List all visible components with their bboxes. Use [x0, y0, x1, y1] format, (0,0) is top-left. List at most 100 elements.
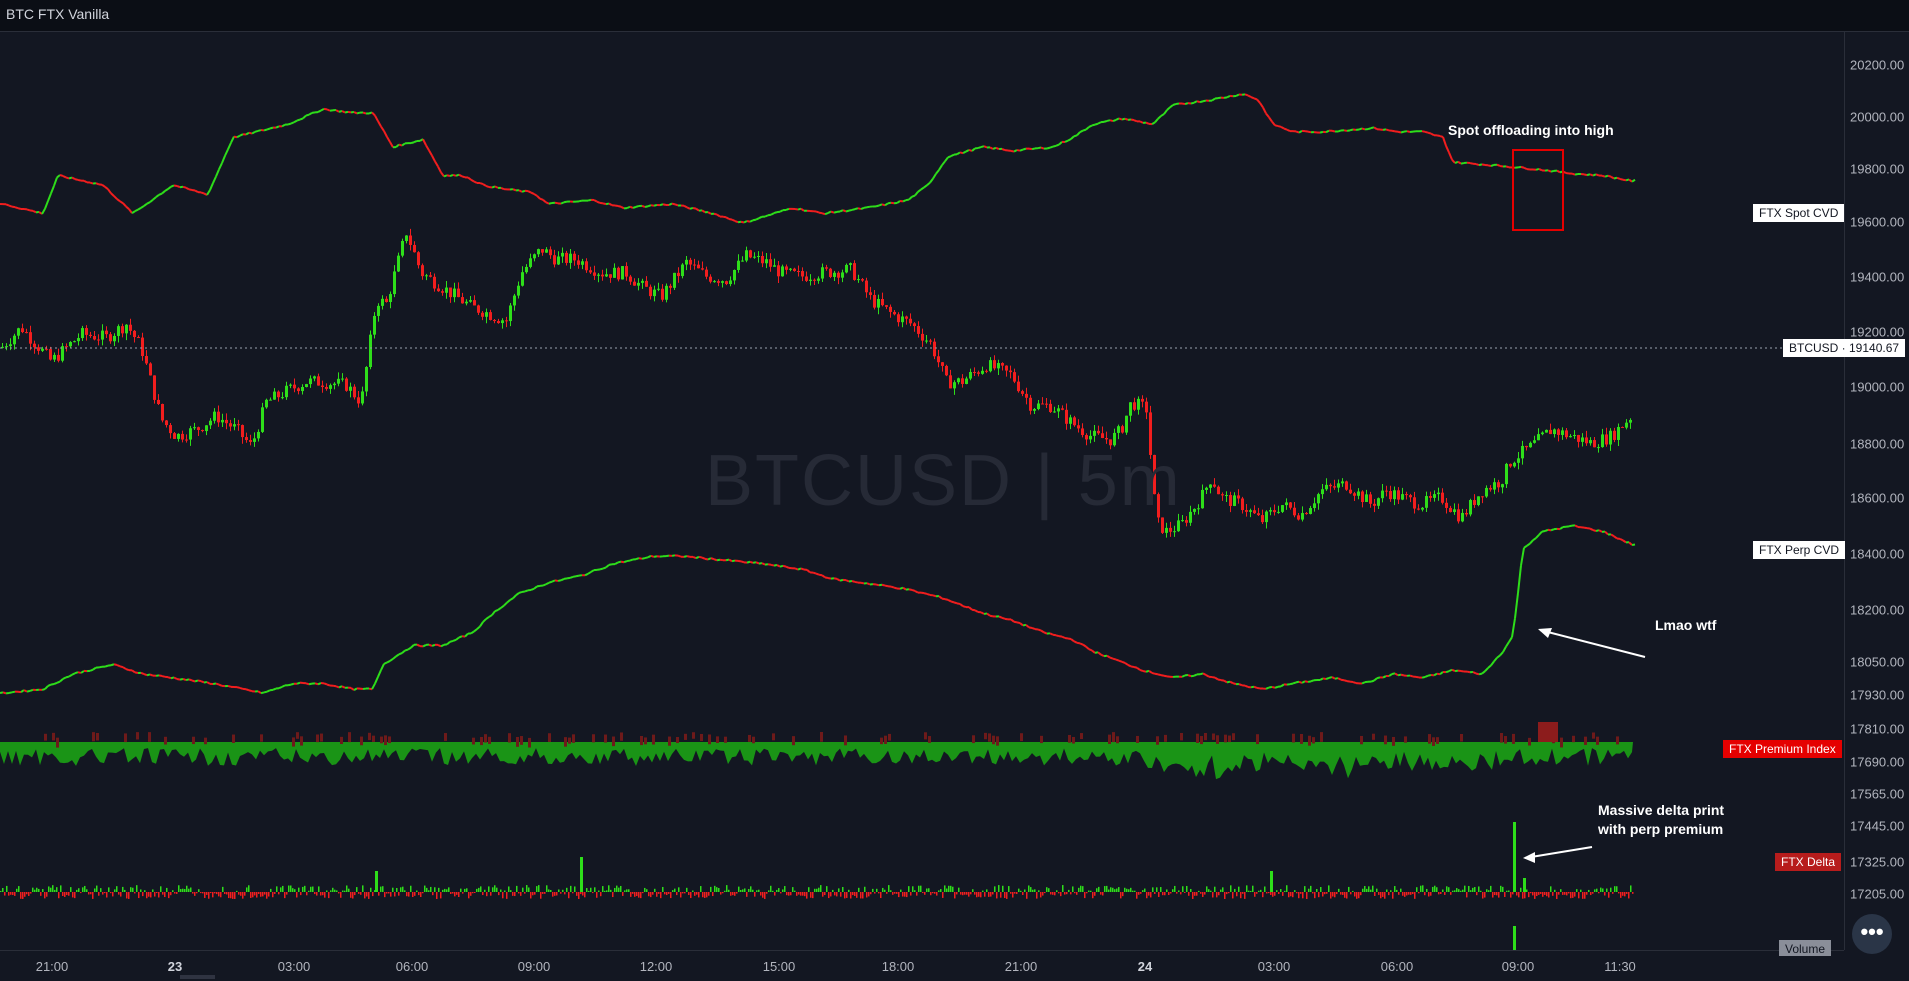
price-candle: [1089, 436, 1092, 440]
spot-cvd-segment: [33, 211, 36, 212]
premium-negative-bar: [1292, 734, 1295, 743]
delta-bar: [598, 890, 600, 892]
delta-bar: [128, 892, 130, 899]
delta-bar: [984, 892, 986, 897]
perp-cvd-segment: [1113, 659, 1116, 660]
price-candle: [357, 397, 360, 403]
premium-negative-bar: [612, 737, 615, 747]
perp-cvd-segment: [648, 556, 651, 558]
price-candle: [1281, 505, 1284, 512]
delta-bar: [1302, 892, 1304, 898]
more-options-button[interactable]: •••: [1852, 914, 1892, 954]
price-candle: [853, 263, 856, 280]
delta-bar: [26, 892, 28, 894]
spot-cvd-segment: [6, 204, 9, 205]
delta-bar: [600, 892, 602, 896]
delta-bar: [534, 892, 536, 895]
perp-cvd-segment: [1149, 671, 1152, 673]
spot-cvd-segment: [84, 181, 87, 183]
delta-bar: [582, 892, 584, 896]
delta-bar: [274, 892, 276, 894]
perp-cvd-segment: [1596, 530, 1599, 531]
delta-bar: [1142, 890, 1144, 892]
price-candle: [561, 253, 564, 257]
delta-bar: [290, 886, 292, 892]
perp-cvd-segment: [240, 688, 243, 689]
delta-bar: [432, 892, 434, 895]
delta-bar: [1350, 892, 1352, 894]
time-scroll-thumb[interactable]: [180, 975, 215, 979]
perp-cvd-segment: [105, 666, 108, 667]
delta-bar: [380, 887, 382, 892]
perp-cvd-segment: [264, 692, 267, 693]
price-candle: [789, 269, 792, 270]
price-candle: [37, 347, 40, 351]
perp-cvd-segment: [1233, 683, 1236, 684]
perp-cvd-segment: [1332, 677, 1335, 679]
spot-cvd-segment: [846, 211, 849, 212]
price-candle: [993, 360, 996, 368]
perp-cvd-segment: [645, 557, 648, 558]
spot-cvd-segment: [1299, 131, 1302, 133]
price-candle: [345, 379, 348, 391]
spot-cvd-segment: [1593, 174, 1596, 175]
price-candle: [1217, 487, 1220, 494]
price-candle: [621, 266, 624, 279]
spot-cvd-segment: [276, 126, 279, 127]
spot-cvd-segment: [597, 202, 600, 203]
spot-annotation: Spot offloading into high: [1448, 121, 1614, 140]
perp-cvd-segment: [933, 595, 936, 596]
premium-negative-bar: [1228, 736, 1231, 743]
price-candle: [373, 316, 376, 335]
delta-bar: [312, 887, 314, 892]
delta-bar: [228, 892, 230, 898]
delta-bar: [208, 892, 210, 899]
delta-bar: [68, 892, 70, 896]
perp-cvd-segment: [417, 645, 420, 647]
spot-cvd-segment: [111, 193, 114, 196]
delta-bar: [640, 892, 642, 898]
perp-cvd-segment: [186, 679, 189, 680]
delta-bar: [1020, 891, 1022, 892]
perp-cvd-segment: [828, 578, 831, 579]
delta-bar: [1392, 892, 1394, 899]
spot-cvd-segment: [1482, 164, 1485, 165]
perp-cvd-segment: [309, 684, 312, 685]
premium-negative-bar: [692, 732, 695, 739]
premium-negative-bar: [748, 735, 751, 742]
delta-bar: [420, 892, 422, 897]
price-candle: [1449, 508, 1452, 512]
delta-bar: [1244, 892, 1246, 899]
price-candle: [929, 341, 932, 342]
premium-negative-bar: [1404, 736, 1407, 742]
price-candle: [1041, 403, 1044, 404]
delta-bar: [614, 888, 616, 892]
perp-cvd-segment: [72, 673, 75, 675]
delta-bar: [1224, 892, 1226, 899]
time-tick-label: 12:00: [640, 959, 673, 974]
price-candle: [305, 384, 308, 387]
delta-bar: [1092, 892, 1094, 898]
delta-spike: [580, 857, 583, 892]
delta-bar: [806, 892, 808, 899]
price-candle: [1241, 498, 1244, 510]
spot-cvd-segment: [459, 175, 462, 177]
delta-bar: [358, 892, 360, 894]
delta-bar: [1074, 892, 1076, 893]
spot-cvd-segment: [858, 208, 861, 209]
spot-cvd-segment: [1608, 176, 1611, 177]
price-candle: [1461, 513, 1464, 521]
price-candle: [1585, 437, 1588, 443]
delta-bar: [1184, 892, 1186, 893]
price-candle: [349, 387, 352, 391]
perp-cvd-segment: [747, 562, 750, 563]
price-tick-label: 18200.00: [1850, 603, 1904, 618]
perp-cvd-segment: [951, 601, 954, 602]
spot-cvd-segment: [864, 207, 867, 208]
perp-cvd-segment: [1545, 530, 1548, 531]
delta-bar: [1550, 886, 1552, 892]
delta-bar: [1598, 892, 1600, 893]
delta-bar: [1524, 892, 1526, 898]
